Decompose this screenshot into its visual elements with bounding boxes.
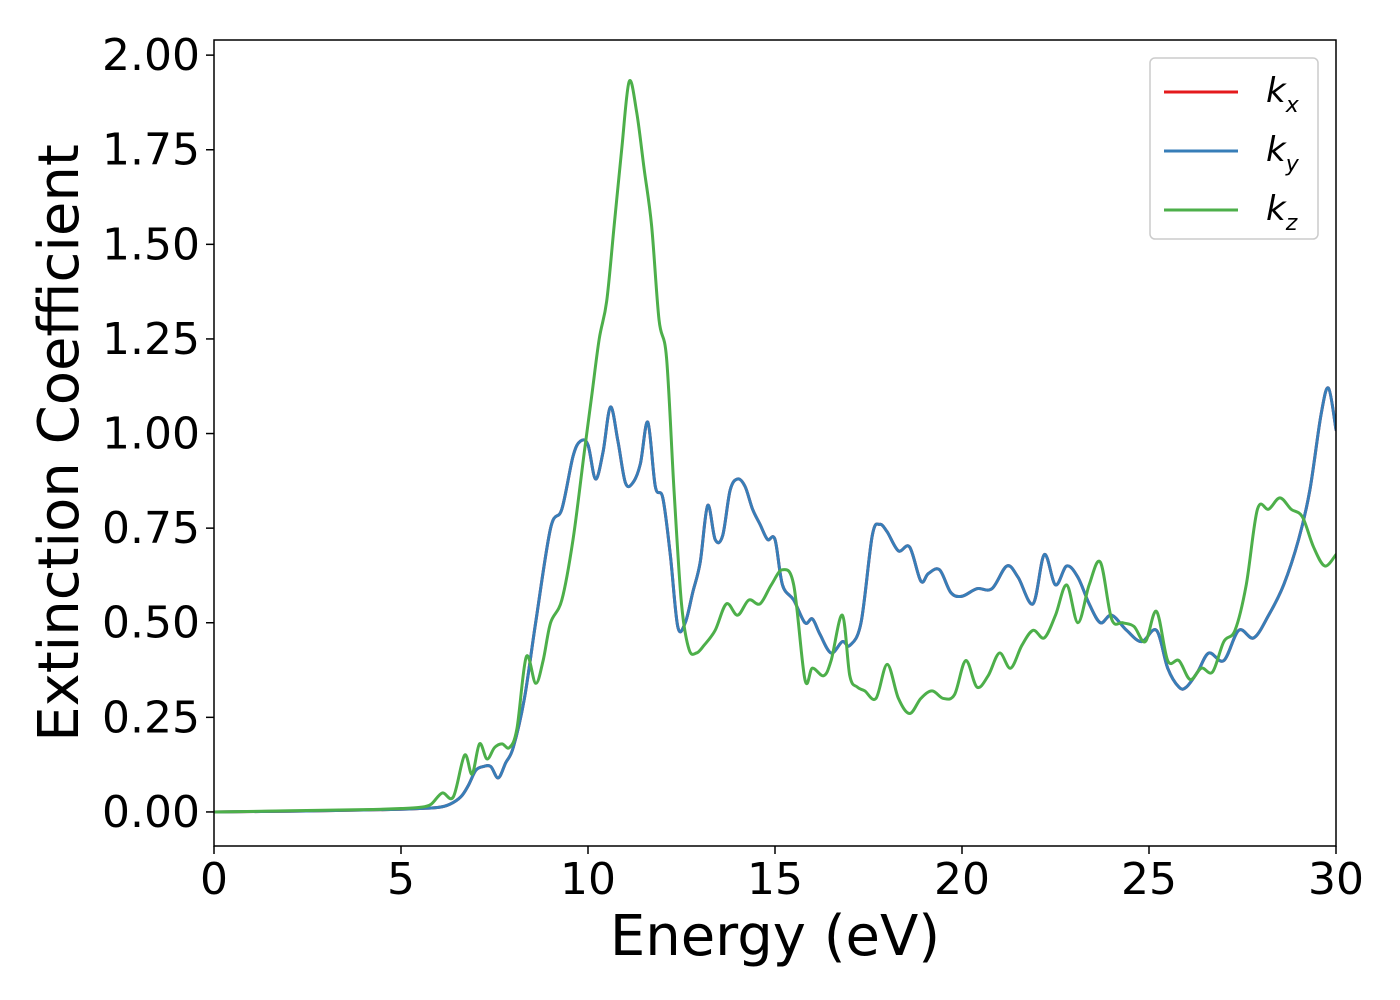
series-line-kz <box>214 79 1336 814</box>
legend-label-subscript: y <box>1285 152 1300 177</box>
y-tick-label: 1.75 <box>102 125 200 176</box>
legend-label-main: k <box>1266 189 1287 229</box>
x-tick-label: 20 <box>934 854 990 905</box>
y-tick-label: 0.25 <box>102 692 200 743</box>
x-tick-label: 30 <box>1308 854 1364 905</box>
y-tick-label: 0.00 <box>102 787 200 838</box>
x-tick-label: 15 <box>747 854 803 905</box>
legend-label-main: k <box>1266 130 1287 170</box>
legend-label-ky: ky <box>1266 130 1300 177</box>
y-axis-title: Extinction Coefficient <box>27 144 92 742</box>
y-tick-label: 1.00 <box>102 409 200 460</box>
y-axis-ticks: 0.00 0.25 0.50 0.75 1.00 1.25 1.50 1.75 2.00 <box>102 30 214 838</box>
y-tick-label: 2.00 <box>102 30 200 81</box>
plot-lines <box>214 79 1336 814</box>
legend-label-main: k <box>1266 71 1287 111</box>
x-tick-label: 0 <box>200 854 228 905</box>
legend-label-kx: kx <box>1266 71 1300 118</box>
x-tick-label: 5 <box>387 854 415 905</box>
x-tick-label: 25 <box>1121 854 1177 905</box>
x-tick-label: 10 <box>560 854 616 905</box>
legend-label-kz: kz <box>1266 189 1298 236</box>
legend-box <box>1149 57 1319 240</box>
x-axis-ticks: 0 5 10 15 20 25 30 <box>200 846 1364 905</box>
y-tick-label: 0.50 <box>102 598 200 649</box>
y-tick-label: 1.50 <box>102 219 200 270</box>
x-axis-title: Energy (eV) <box>610 904 940 969</box>
legend-label-subscript: z <box>1285 211 1298 236</box>
legend-label-subscript: x <box>1285 93 1300 118</box>
y-tick-label: 0.75 <box>102 503 200 554</box>
y-tick-label: 1.25 <box>102 314 200 365</box>
